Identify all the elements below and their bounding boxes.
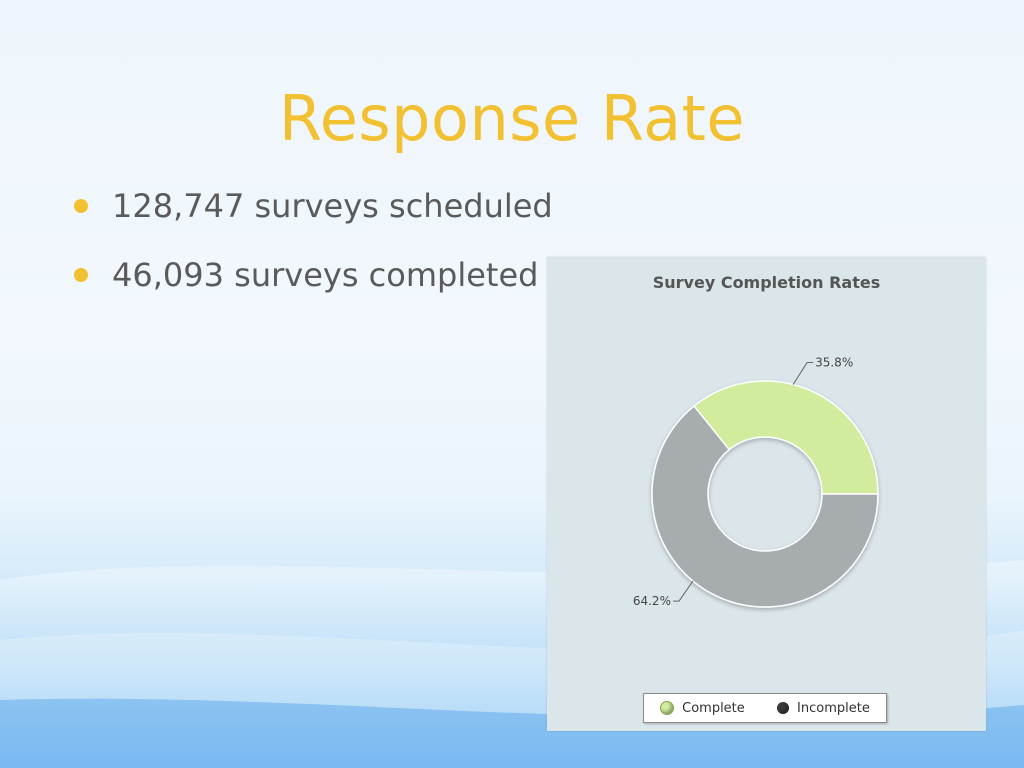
bullet-item: 46,093 surveys completed: [74, 255, 538, 295]
legend-swatch-incomplete: [777, 702, 790, 714]
donut-chart: 35.8% 64.2%: [633, 356, 879, 608]
data-label: 64.2%: [633, 594, 671, 608]
legend-item-incomplete[interactable]: Incomplete: [777, 701, 870, 716]
legend-label: Complete: [682, 700, 745, 716]
chart-panel: 35.8% 64.2% Survey Completion Rates Compl…: [547, 257, 986, 731]
bullet-marker: [74, 268, 88, 282]
legend-item-complete[interactable]: Complete: [660, 701, 745, 716]
chart-legend[interactable]: Complete Incomplete: [643, 693, 887, 723]
leader-line: [792, 362, 814, 385]
legend-label: Incomplete: [797, 700, 870, 716]
bullet-text: 128,747 surveys scheduled: [112, 187, 553, 225]
bullet-text: 46,093 surveys completed: [112, 256, 539, 294]
legend-swatch-complete: [660, 701, 675, 715]
bullet-marker: [74, 199, 88, 213]
chart-title: Survey Completion Rates: [652, 273, 881, 292]
leader-line: [672, 580, 694, 602]
donut-slice-complete[interactable]: [693, 380, 879, 495]
donut-slice-incomplete[interactable]: [651, 404, 879, 608]
bullet-item: 128,747 surveys scheduled: [74, 186, 553, 226]
slide-title: Response Rate: [278, 82, 746, 155]
data-label: 35.8%: [815, 356, 853, 370]
